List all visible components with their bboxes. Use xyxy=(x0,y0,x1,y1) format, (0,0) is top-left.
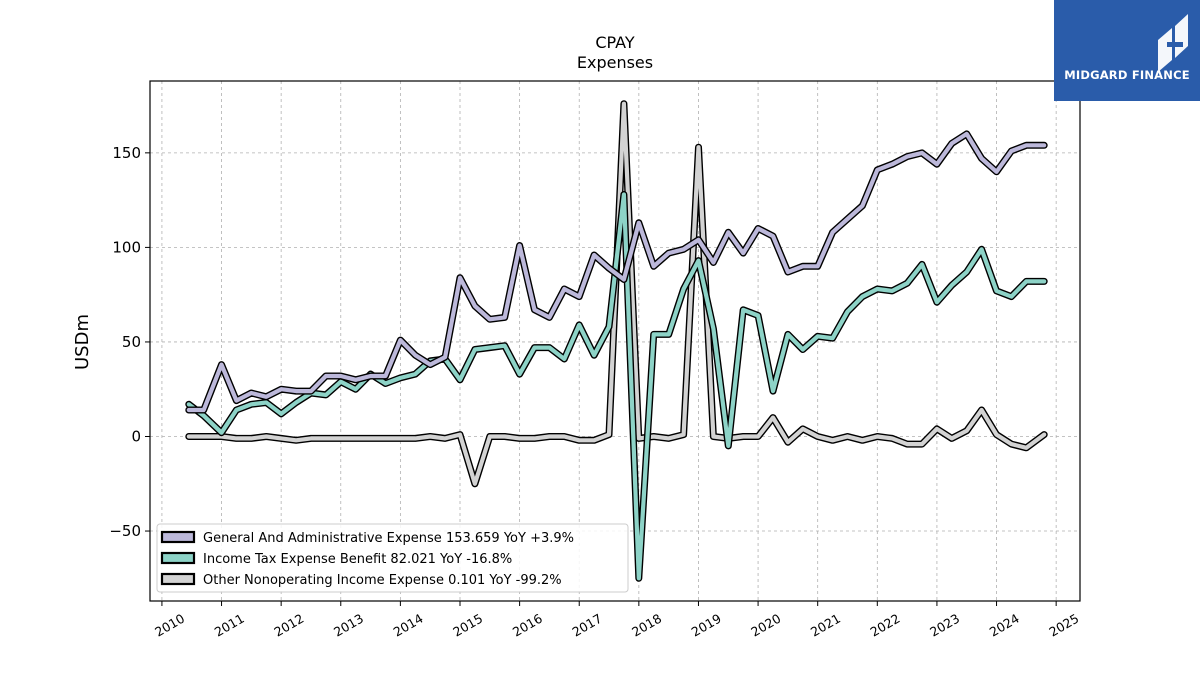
series-line xyxy=(186,101,1047,486)
legend-box xyxy=(156,523,629,593)
series-line xyxy=(186,192,1047,581)
x-tick-label: 2012 xyxy=(271,611,306,640)
legend: General And Administrative Expense 153.6… xyxy=(156,523,629,593)
midgard-logo-icon xyxy=(1158,14,1188,72)
x-tick-label: 2020 xyxy=(748,611,783,640)
x-tick-label: 2022 xyxy=(868,611,903,640)
legend-label: Other Nonoperating Income Expense 0.101 … xyxy=(203,573,562,588)
y-tick-label: 150 xyxy=(112,144,141,162)
x-tick-label: 2015 xyxy=(450,611,485,640)
chart-title: CPAY xyxy=(595,33,635,52)
x-tick-label: 2013 xyxy=(331,611,366,640)
y-tick-label: 50 xyxy=(122,333,141,351)
x-tick-label: 2017 xyxy=(569,611,604,640)
y-tick-label: 0 xyxy=(131,427,141,445)
y-axis-label: USDm xyxy=(72,314,93,370)
brand-logo: MIDGARD FINANCE xyxy=(1054,0,1200,101)
series-lines xyxy=(185,100,1048,582)
series-line xyxy=(186,131,1047,413)
brand-name: MIDGARD FINANCE xyxy=(1064,68,1190,82)
plot-frame xyxy=(149,80,1081,602)
legend-swatch xyxy=(160,551,196,565)
y-tick-label: −50 xyxy=(109,522,141,540)
x-tick-label: 2018 xyxy=(629,611,664,640)
legend-label: Income Tax Expense Benefit 82.021 YoY -1… xyxy=(203,552,512,567)
legend-label: General And Administrative Expense 153.6… xyxy=(203,531,574,546)
y-tick-label: 100 xyxy=(112,238,141,256)
x-tick-label: 2010 xyxy=(152,611,187,640)
x-tick-label: 2024 xyxy=(987,611,1022,640)
x-tick-label: 2014 xyxy=(391,611,426,640)
x-tick-label: 2016 xyxy=(510,611,545,640)
x-tick-label: 2023 xyxy=(927,611,962,640)
legend-swatch xyxy=(160,530,196,544)
x-tick-label: 2011 xyxy=(212,611,247,640)
legend-swatch xyxy=(160,572,196,586)
x-tick-label: 2025 xyxy=(1046,611,1081,640)
chart-subtitle: Expenses xyxy=(577,53,653,72)
x-tick-label: 2021 xyxy=(808,611,843,640)
x-tick-label: 2019 xyxy=(689,611,724,640)
